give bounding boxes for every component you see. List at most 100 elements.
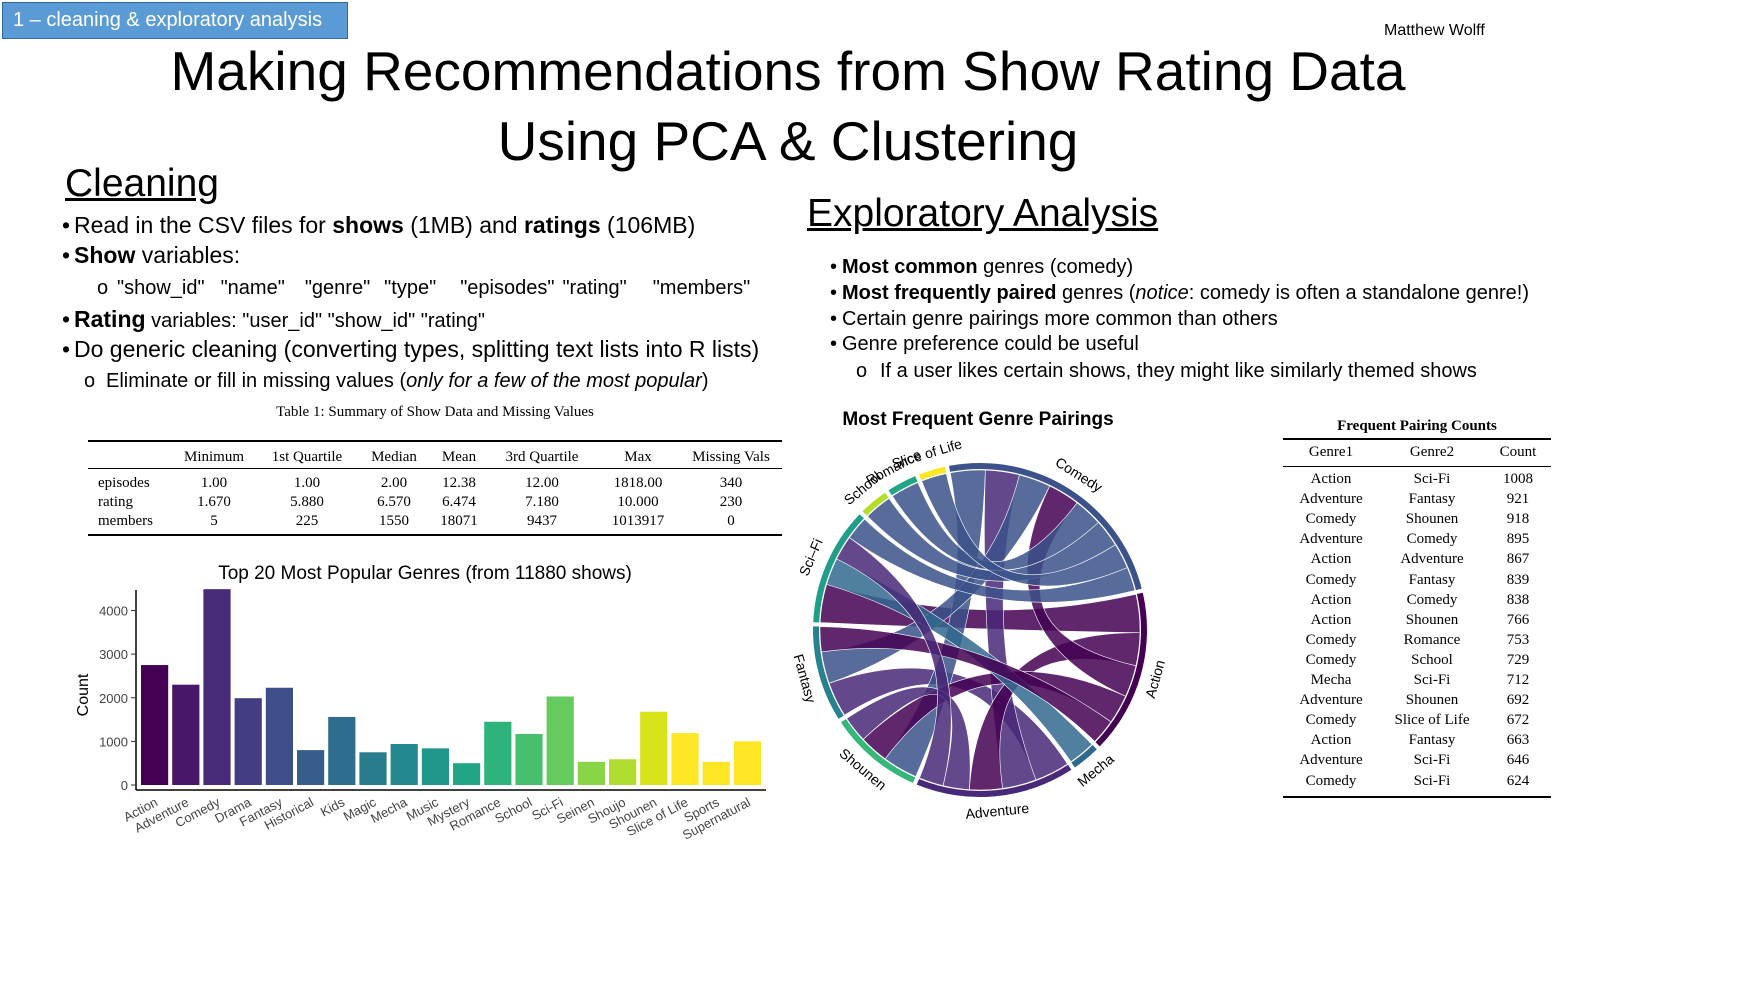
- y-tick-label: 1000: [99, 734, 128, 749]
- cleaning-heading: Cleaning: [65, 162, 219, 205]
- table-cell: Adventure: [1299, 491, 1363, 508]
- bar-slice-of-life: [671, 733, 699, 785]
- summary-header-row: Minimum 1st Quartile Median Mean 3rd Qua…: [88, 446, 782, 468]
- cleaning-bullet-4-sub: o Eliminate or fill in missing values (on…: [84, 370, 709, 392]
- bar-romance: [484, 721, 512, 785]
- author-name: Matthew Wolff: [1384, 22, 1485, 39]
- sub-bullet-glyph: o: [84, 370, 96, 392]
- row-label: episodes: [98, 475, 150, 491]
- chart-title: Top 20 Most Popular Genres (from 11880 s…: [218, 563, 632, 584]
- y-tick-label: 3000: [99, 647, 128, 662]
- table-cell: Fantasy: [1408, 571, 1456, 588]
- chord-label: Adventure: [965, 800, 1030, 822]
- table-cell: Comedy: [1305, 712, 1357, 729]
- table-cell: Action: [1310, 591, 1352, 608]
- bar-shounen: [640, 711, 668, 785]
- bar-mecha: [390, 744, 418, 785]
- table-cell: Comedy: [1305, 772, 1357, 789]
- arc-sci-fi: [813, 514, 864, 623]
- table-cell: 1.00: [293, 475, 321, 491]
- table-cell: 6.474: [442, 494, 476, 510]
- bar-historical: [297, 750, 325, 785]
- table-cell: 2.00: [380, 475, 408, 491]
- table-cell: Shounen: [1405, 611, 1459, 628]
- chord-label: Fantasy: [791, 652, 820, 704]
- table-cell: 9437: [527, 513, 557, 529]
- arc-action: [1095, 592, 1147, 747]
- table-cell: Action: [1310, 551, 1352, 568]
- table-cell: 12.38: [442, 475, 476, 491]
- y-axis-label: Count: [75, 673, 92, 716]
- chord-action-sci-fi: [819, 584, 1141, 634]
- bar-comedy: [203, 589, 231, 785]
- table-cell: 692: [1506, 692, 1530, 709]
- table-cell: 895: [1506, 531, 1530, 548]
- table-cell: 712: [1506, 672, 1530, 688]
- table-cell: Sci-Fi: [1413, 772, 1451, 789]
- header-cell: Count: [1499, 444, 1537, 460]
- table-cell: Sci-Fi: [1413, 672, 1451, 688]
- table-cell: 225: [295, 513, 319, 529]
- table-cell: 1008: [1503, 471, 1533, 487]
- table-cell: 766: [1506, 611, 1530, 628]
- show-var: "rating": [562, 277, 627, 299]
- table-row: Action Shounen 766: [1283, 612, 1551, 632]
- show-var: "type": [384, 277, 437, 299]
- bullet-glyph: •: [62, 306, 71, 332]
- table-cell: 7.180: [525, 494, 559, 510]
- sub-bullet-glyph: o: [97, 277, 109, 299]
- bullet-glyph: •: [830, 282, 838, 304]
- header-cell: Mean: [441, 448, 477, 465]
- bar-music: [421, 748, 449, 785]
- table-cell: Sci-Fi: [1413, 471, 1451, 487]
- table-cell: 18071: [440, 513, 478, 529]
- bullet-glyph: •: [62, 336, 71, 362]
- bullet-glyph: •: [830, 333, 838, 355]
- table-row: rating 1.670 5.880 6.570 6.474 7.180 10.…: [88, 493, 782, 512]
- table-cell: 1013917: [611, 513, 665, 529]
- table-cell: 918: [1506, 511, 1530, 528]
- table-row: Action Comedy 838: [1283, 592, 1551, 612]
- bar-drama: [234, 698, 262, 785]
- arc-school: [862, 492, 889, 516]
- table-cell: 0: [727, 513, 735, 529]
- table-cell: Comedy: [1305, 631, 1357, 648]
- header-cell: 3rd Quartile: [505, 448, 579, 465]
- summary-table-top-rule: [88, 440, 782, 442]
- bar-mystery: [453, 763, 481, 785]
- explore-bullet-2: • Most frequently paired genres (notice: …: [830, 282, 1530, 304]
- bar-sci-fi: [546, 696, 574, 785]
- chord-comedy-sci-fi: [848, 518, 1136, 603]
- y-tick-label: 0: [121, 778, 128, 793]
- title-line-2: Using PCA & Clustering: [497, 110, 1079, 172]
- table-cell: Adventure: [1400, 551, 1464, 568]
- table-row: Adventure Sci-Fi 646: [1283, 752, 1551, 772]
- exploratory-heading: Exploratory Analysis: [807, 192, 1159, 235]
- y-tick-label: 4000: [99, 604, 128, 619]
- explore-bullet-1: • Most common genres (comedy): [830, 256, 1134, 278]
- table-cell: 12.00: [525, 475, 559, 491]
- show-variables-list: o "show_id" "name" "genre" "type" "episodes" "…: [97, 277, 750, 300]
- header-cell: Missing Vals: [692, 448, 770, 465]
- table-cell: 867: [1506, 551, 1530, 568]
- table-cell: 753: [1506, 631, 1530, 648]
- table-cell: 646: [1506, 752, 1530, 769]
- show-var: "members": [652, 277, 751, 299]
- table-cell: Action: [1310, 471, 1352, 487]
- table-cell: 6.570: [377, 494, 411, 510]
- arc-adventure: [916, 764, 1072, 797]
- table-cell: Action: [1310, 611, 1352, 628]
- table-row: Adventure Fantasy 921: [1283, 491, 1551, 511]
- row-label: members: [98, 513, 153, 529]
- table-row: Action Adventure 867: [1283, 551, 1551, 571]
- chord-mecha-sci-fi: [826, 558, 1093, 763]
- table-cell: Shounen: [1405, 692, 1459, 709]
- table-cell: 729: [1506, 651, 1530, 668]
- cleaning-bullet-3: • Rating variables: "user_id" "show_id" "…: [62, 306, 485, 332]
- table-cell: Comedy: [1305, 651, 1357, 668]
- table-row: episodes 1.00 1.00 2.00 12.38 12.00 1818…: [88, 474, 782, 493]
- table-row: Comedy Shounen 918: [1283, 511, 1551, 531]
- table-cell: 1818.00: [613, 475, 663, 491]
- bar-fantasy: [265, 687, 293, 785]
- row-label: rating: [98, 494, 133, 510]
